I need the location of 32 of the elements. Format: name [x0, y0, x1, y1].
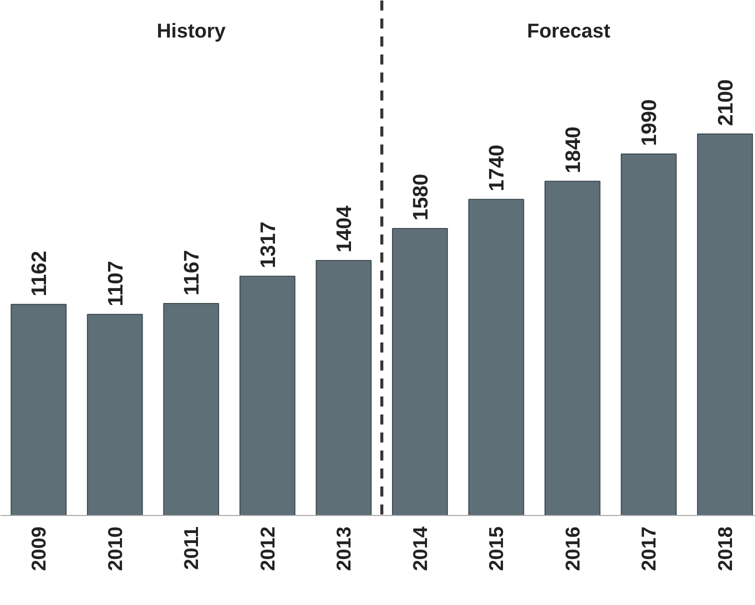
x-tick-label: 2018 — [714, 526, 737, 571]
data-label: 1317 — [256, 222, 280, 268]
data-label: 2100 — [714, 79, 738, 126]
x-tick-label: 2011 — [181, 526, 204, 570]
x-tick-label: 2015 — [486, 526, 508, 571]
x-tick-label: 2009 — [28, 526, 51, 571]
x-tick-label: 2017 — [638, 526, 661, 571]
bar — [239, 276, 296, 516]
x-tick-label: 2013 — [334, 526, 356, 571]
data-label: 1107 — [104, 260, 128, 306]
bar — [392, 228, 448, 516]
bar — [10, 304, 67, 516]
data-label: 1840 — [562, 126, 585, 174]
bar — [86, 314, 143, 516]
data-label: 1162 — [28, 250, 52, 296]
x-tick-label: 2016 — [562, 526, 584, 571]
bar — [620, 154, 677, 516]
bar — [163, 303, 220, 516]
data-label: 1167 — [180, 250, 204, 296]
data-label: 1404 — [333, 205, 356, 252]
data-label: 1580 — [409, 174, 432, 220]
x-tick-label: 2010 — [104, 526, 127, 571]
bar — [316, 260, 372, 516]
text: History — [156, 20, 226, 42]
x-tick-label: 2014 — [410, 526, 432, 571]
bar — [544, 180, 600, 516]
bar — [468, 198, 524, 516]
data-label: 1740 — [486, 144, 509, 192]
x-tick-label: 2012 — [257, 526, 280, 571]
text: Forecast — [526, 20, 611, 42]
bar — [697, 134, 753, 516]
data-label: 1990 — [638, 99, 662, 146]
